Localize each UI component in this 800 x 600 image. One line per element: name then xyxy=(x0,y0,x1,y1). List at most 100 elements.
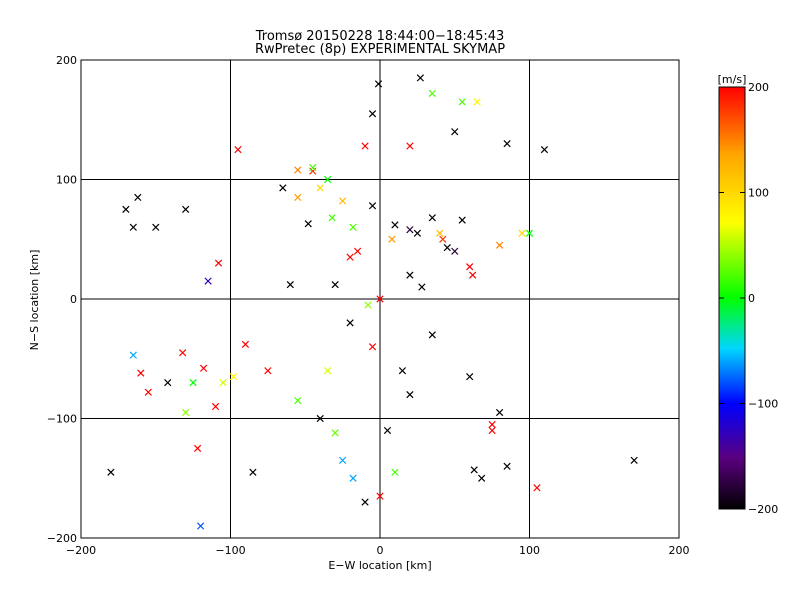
x-tick-label: 100 xyxy=(519,544,540,557)
data-point xyxy=(241,340,250,349)
data-point xyxy=(406,271,414,279)
data-point xyxy=(316,184,324,192)
data-point xyxy=(518,229,526,237)
data-point xyxy=(328,214,336,222)
data-point xyxy=(525,229,534,237)
x-axis-label: E−W location [km] xyxy=(328,559,431,572)
data-point xyxy=(406,390,414,399)
data-point xyxy=(346,253,354,261)
data-point xyxy=(406,226,414,234)
data-point xyxy=(129,223,137,231)
data-point xyxy=(466,373,474,381)
data-point xyxy=(469,271,477,279)
data-point xyxy=(264,367,272,375)
data-point xyxy=(388,235,396,243)
data-point xyxy=(458,98,466,106)
data-point xyxy=(495,408,504,417)
data-point xyxy=(229,373,238,381)
data-point xyxy=(383,426,392,435)
data-point xyxy=(196,522,205,530)
data-point xyxy=(413,229,421,237)
data-point xyxy=(630,456,638,464)
data-point xyxy=(294,193,302,202)
data-point xyxy=(349,223,357,231)
chart-subtitle: RwPretec (8p) EXPERIMENTAL SKYMAP xyxy=(255,42,505,57)
data-point xyxy=(361,142,369,150)
data-point xyxy=(368,110,377,118)
tick-layer: −200 −100 0 100 200 −200 −100 0 100 200 xyxy=(47,54,690,557)
data-point xyxy=(376,295,384,303)
data-point xyxy=(122,205,130,213)
data-point xyxy=(364,301,372,309)
data-point xyxy=(540,146,549,154)
data-point xyxy=(182,205,190,213)
data-point xyxy=(316,414,324,423)
data-point xyxy=(189,379,197,387)
data-point xyxy=(331,429,339,437)
data-point xyxy=(324,367,332,375)
data-point xyxy=(309,167,317,175)
data-point xyxy=(152,223,160,231)
data-point xyxy=(473,98,481,106)
data-point xyxy=(451,128,459,136)
data-point xyxy=(294,166,302,174)
point-layer xyxy=(107,74,638,530)
data-point xyxy=(398,367,407,375)
colorbar: [m/s] 200 100 0 −100 −200 xyxy=(718,73,779,516)
data-point xyxy=(458,216,466,224)
chart-title: Tromsø 20150228 18:44:00−18:45:43 xyxy=(255,29,505,44)
data-point xyxy=(234,146,242,154)
data-point xyxy=(443,243,451,252)
y-tick-label: −200 xyxy=(47,532,77,545)
data-point xyxy=(439,235,447,243)
data-point xyxy=(346,319,354,327)
y-axis-label: N−S location [km] xyxy=(28,250,41,351)
y-tick-label: −100 xyxy=(47,413,77,426)
data-point xyxy=(374,80,383,88)
data-point xyxy=(249,468,257,476)
colorbar-label: [m/s] xyxy=(718,73,747,86)
colorbar-tick-label: −100 xyxy=(748,398,778,411)
data-point xyxy=(451,247,459,255)
y-tick-label: 0 xyxy=(70,293,77,306)
data-point xyxy=(478,474,486,482)
y-tick-label: 200 xyxy=(56,54,77,67)
x-tick-label: 200 xyxy=(669,544,690,557)
x-tick-label: −100 xyxy=(215,544,245,557)
data-point xyxy=(503,140,511,148)
data-point xyxy=(211,402,220,411)
data-point xyxy=(361,498,369,506)
data-point xyxy=(353,247,362,255)
data-point xyxy=(214,259,223,267)
data-point xyxy=(368,202,377,210)
colorbar-tick-label: 100 xyxy=(748,187,769,200)
data-point xyxy=(470,466,478,474)
data-point xyxy=(339,197,347,205)
data-point xyxy=(406,142,414,150)
data-point xyxy=(418,283,426,291)
data-point xyxy=(204,277,212,285)
data-point xyxy=(294,396,302,405)
data-point xyxy=(309,163,317,172)
data-point xyxy=(339,456,347,464)
colorbar-tick-label: 200 xyxy=(748,81,769,94)
x-tick-label: −200 xyxy=(66,544,96,557)
data-point xyxy=(193,444,202,452)
data-point xyxy=(219,379,227,387)
data-point xyxy=(503,462,511,470)
x-tick-label: 0 xyxy=(377,544,384,557)
data-point xyxy=(368,343,377,351)
data-point xyxy=(416,74,424,82)
data-point xyxy=(164,379,172,387)
data-point xyxy=(279,184,287,192)
colorbar-tick-label: 0 xyxy=(748,292,755,305)
data-point xyxy=(391,468,399,476)
data-point xyxy=(488,420,496,429)
colorbar-ticks: 200 100 0 −100 −200 xyxy=(719,81,778,516)
data-point xyxy=(324,175,332,184)
data-point xyxy=(391,221,399,229)
data-point xyxy=(428,331,436,339)
data-point xyxy=(428,89,436,98)
data-point xyxy=(533,484,541,492)
